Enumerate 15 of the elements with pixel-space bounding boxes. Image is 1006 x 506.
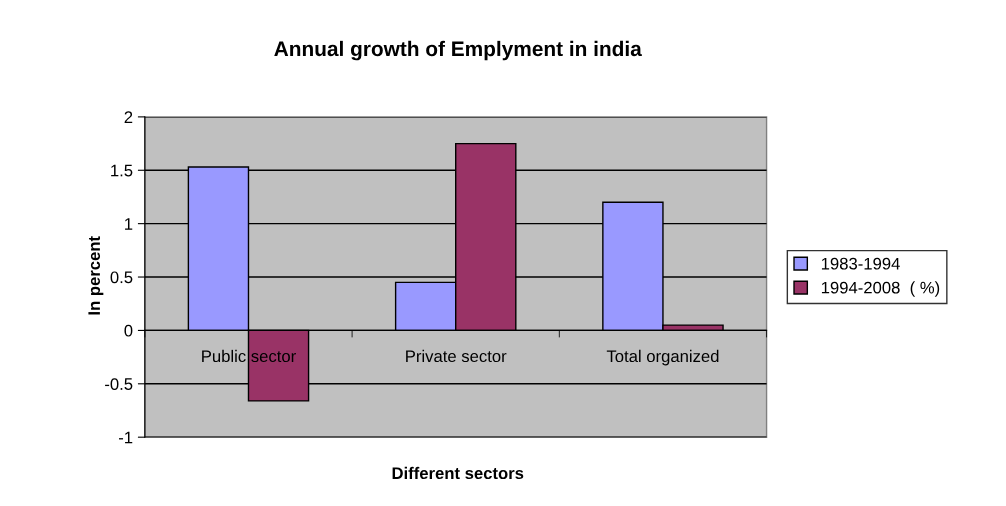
y-tick-label: 0	[124, 324, 133, 337]
x-tick-label: Public sector	[202, 349, 296, 363]
y-tick-label: 1	[125, 218, 133, 230]
y-tick-label: -0.5	[105, 378, 133, 390]
chart-title: Annual growth of Emplyment in india	[274, 40, 642, 61]
y-tick-label: -1	[118, 431, 133, 444]
y-tick-label: 0.5	[110, 271, 133, 284]
x-tick-label: Total organized	[606, 349, 719, 366]
legend-label: 1983-1994	[821, 257, 900, 270]
y-tick-label: 2	[124, 111, 133, 123]
y-axis-title: In percent	[88, 236, 104, 315]
legend-label: 1994-2008 ( %)	[821, 281, 940, 297]
y-tick-label: 1.5	[111, 164, 133, 177]
x-tick-label: Private sector	[406, 349, 507, 363]
x-axis-title: Different sectors	[392, 466, 524, 480]
